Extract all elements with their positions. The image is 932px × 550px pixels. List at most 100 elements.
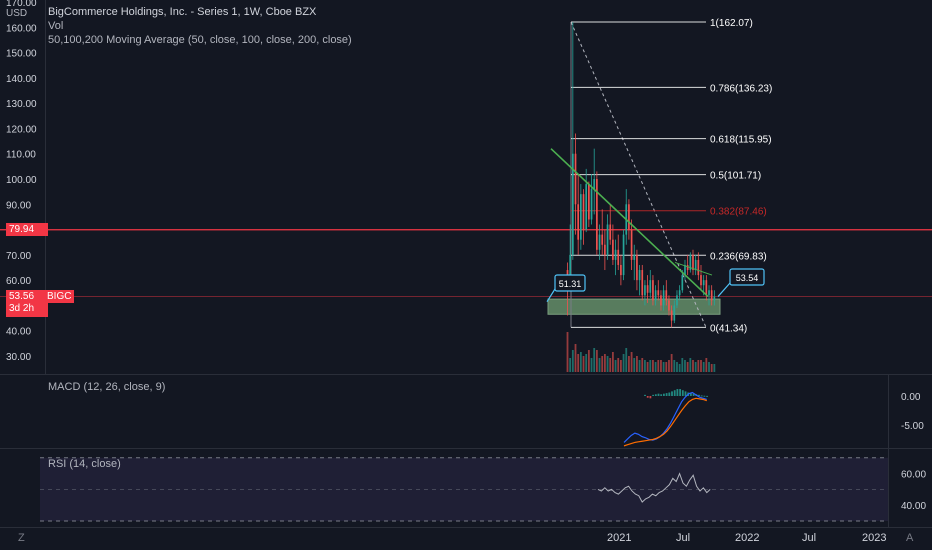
candle-body bbox=[668, 300, 670, 311]
candle-body bbox=[601, 234, 604, 245]
price-tick-label: 150.00 bbox=[6, 49, 37, 60]
price-tick-label: 90.00 bbox=[6, 200, 31, 211]
auto-scale-button[interactable]: A bbox=[906, 532, 914, 544]
callout-right-pointer bbox=[717, 282, 731, 297]
candle-body bbox=[673, 305, 676, 321]
candle-body bbox=[686, 264, 689, 271]
volume-bar bbox=[644, 360, 646, 372]
price-tick-label: 120.00 bbox=[6, 124, 37, 135]
candle-body bbox=[628, 204, 630, 230]
candle-body bbox=[636, 254, 638, 281]
volume-bar bbox=[595, 350, 598, 372]
volume-bar bbox=[585, 354, 588, 372]
candle-body bbox=[606, 224, 609, 255]
price-tick-label: 170.00 bbox=[6, 0, 37, 9]
volume-bar bbox=[710, 364, 713, 372]
candle-body bbox=[569, 254, 572, 281]
volume-bar bbox=[611, 352, 614, 372]
price-tick-label: 140.00 bbox=[6, 74, 37, 85]
candle-body bbox=[617, 249, 620, 265]
candle-body bbox=[622, 234, 625, 276]
volume-bar bbox=[577, 354, 580, 372]
fib-diagonal-line bbox=[570, 21, 707, 328]
volume-bar bbox=[638, 360, 641, 372]
macd-histogram-bar bbox=[654, 394, 657, 396]
macd-histogram-bar bbox=[663, 393, 665, 396]
candle-body bbox=[582, 194, 585, 230]
macd-histogram-bar bbox=[665, 393, 668, 396]
candle-body bbox=[657, 290, 660, 296]
zoom-button[interactable]: Z bbox=[18, 532, 25, 544]
macd-histogram-bar bbox=[660, 394, 663, 396]
candle-body bbox=[633, 254, 636, 260]
last-price-value: 53.56 bbox=[9, 291, 35, 302]
candle-body bbox=[590, 189, 593, 220]
candle-body bbox=[588, 184, 590, 220]
support-zone bbox=[547, 298, 721, 315]
volume-bar bbox=[582, 356, 585, 372]
candle-body bbox=[585, 184, 588, 230]
fib-level-label: 0(41.34) bbox=[710, 323, 747, 334]
rsi-tick-label: 60.00 bbox=[901, 470, 926, 481]
macd-histogram-bar bbox=[652, 394, 654, 396]
candle-body bbox=[612, 239, 614, 260]
signal-line bbox=[623, 397, 707, 447]
time-label-2022: 2022 bbox=[735, 532, 760, 544]
volume-bar bbox=[590, 358, 593, 372]
macd-tick-label: 0.00 bbox=[901, 392, 921, 403]
price-tick-label: 70.00 bbox=[6, 251, 31, 262]
candle-body bbox=[644, 285, 646, 296]
time-label-jul-2021: Jul bbox=[676, 532, 691, 544]
volume-bar bbox=[571, 350, 574, 372]
macd-histogram-bar bbox=[698, 394, 700, 396]
callout-left-label: 51.31 bbox=[559, 279, 582, 289]
volume-bar bbox=[700, 360, 702, 372]
price-tick-label: 160.00 bbox=[6, 23, 37, 34]
candle-body bbox=[713, 296, 716, 301]
macd-histogram-bar bbox=[649, 396, 652, 399]
volume-bar bbox=[606, 356, 609, 372]
fib-level-label: 1(162.07) bbox=[710, 18, 753, 29]
fib-level-label: 0.382(87.46) bbox=[710, 207, 767, 218]
volume-bar bbox=[579, 352, 582, 372]
volume-bar bbox=[670, 354, 673, 372]
fib-level-label: 0.618(115.95) bbox=[710, 135, 772, 146]
price-axis-currency: USD bbox=[6, 8, 28, 19]
volume-bar bbox=[681, 358, 684, 372]
volume-bar bbox=[660, 360, 662, 372]
volume-bar bbox=[609, 358, 612, 372]
candle-body bbox=[604, 244, 606, 255]
macd-histogram-bar bbox=[644, 394, 646, 396]
time-label-jul-2022: Jul bbox=[802, 532, 817, 544]
volume-bar bbox=[641, 358, 644, 372]
volume-bar bbox=[705, 358, 708, 372]
macd-histogram-bar bbox=[646, 396, 649, 398]
volume-bar bbox=[630, 352, 633, 372]
volume-bar bbox=[601, 356, 604, 372]
moving-average-legend: 50,100,200 Moving Average (50, close, 10… bbox=[48, 34, 352, 46]
price-tick-label: 40.00 bbox=[6, 327, 31, 338]
callout-right-box bbox=[729, 268, 765, 286]
volume-bar bbox=[628, 356, 630, 372]
macd-histogram-bar bbox=[692, 393, 695, 396]
time-label-2023: 2023 bbox=[862, 532, 887, 544]
volume-bar bbox=[617, 358, 620, 372]
macd-histogram-bar bbox=[703, 395, 706, 397]
price-tick-label: 60.00 bbox=[6, 276, 31, 287]
candle-body bbox=[689, 254, 692, 271]
macd-histogram-bar bbox=[706, 395, 708, 397]
minor-trendline bbox=[674, 261, 713, 276]
volume-bar bbox=[662, 362, 665, 372]
candle-body bbox=[652, 280, 654, 301]
volume-bar bbox=[665, 362, 668, 372]
volume-bar bbox=[633, 358, 636, 372]
candle-body bbox=[630, 229, 633, 260]
candle-body bbox=[660, 295, 662, 306]
candle-body bbox=[649, 280, 652, 293]
volume-bar bbox=[692, 360, 694, 372]
volume-bar bbox=[652, 360, 654, 372]
candle-body bbox=[646, 285, 649, 293]
volume-bar bbox=[668, 360, 670, 372]
